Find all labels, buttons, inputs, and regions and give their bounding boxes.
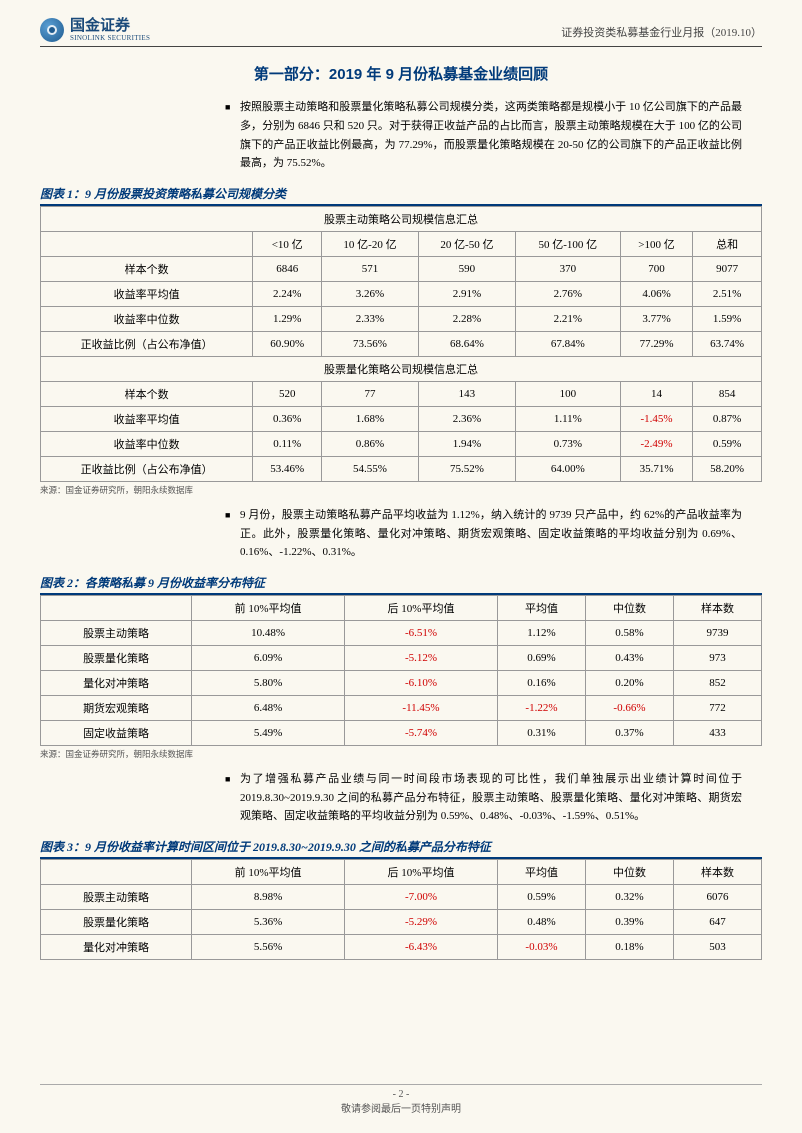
table-row: 正收益比例（占公布净值）53.46%54.55%75.52%64.00%35.7… [41,456,762,481]
table1-group1-title: 股票主动策略公司规模信息汇总 [41,206,762,231]
bullet-paragraph-3: 为了增强私募产品业绩与同一时间段市场表现的可比性，我们单独展示出业绩计算时间位于… [40,770,762,826]
table-row: 样本个数5207714310014854 [41,381,762,406]
document-title: 证券投资类私募基金行业月报（2019.10） [561,24,762,40]
page-footer: - 2 - 敬请参阅最后一页特别声明 [0,1084,802,1115]
footer-disclaimer: 敬请参阅最后一页特别声明 [0,1100,802,1115]
table-3: 前 10%平均值 后 10%平均值 平均值 中位数 样本数 股票主动策略8.98… [40,859,762,960]
page-number: - 2 - [0,1089,802,1100]
table-row: 期货宏观策略6.48%-11.45%-1.22%-0.66%772 [41,696,762,721]
table-row: 收益率中位数0.11%0.86%1.94%0.73%-2.49%0.59% [41,431,762,456]
table-row: 收益率平均值0.36%1.68%2.36%1.11%-1.45%0.87% [41,406,762,431]
chart2-title: 图表 2：各策略私募 9 月份收益率分布特征 [40,574,762,595]
logo-text: 国金证券 SINOLINK SECURITIES [70,18,150,42]
page-header: 国金证券 SINOLINK SECURITIES 证券投资类私募基金行业月报（2… [40,18,762,42]
table-row: 样本个数68465715903707009077 [41,256,762,281]
table-row: 收益率平均值2.24%3.26%2.91%2.76%4.06%2.51% [41,281,762,306]
logo-cn: 国金证券 [70,18,150,35]
table-row: 固定收益策略5.49%-5.74%0.31%0.37%433 [41,721,762,746]
bullet-paragraph-1: 按照股票主动策略和股票量化策略私募公司规模分类，这两类策略都是规模小于 10 亿… [40,98,762,173]
chart1-title: 图表 1：9 月份股票投资策略私募公司规模分类 [40,185,762,206]
table-row: 量化对冲策略5.56%-6.43%-0.03%0.18%503 [41,935,762,960]
table-row: 股票主动策略10.48%-6.51%1.12%0.58%9739 [41,621,762,646]
table-row: 股票量化策略6.09%-5.12%0.69%0.43%973 [41,646,762,671]
table-2: 前 10%平均值 后 10%平均值 平均值 中位数 样本数 股票主动策略10.4… [40,595,762,746]
logo-en: SINOLINK SECURITIES [70,35,150,43]
table3-col-header: 前 10%平均值 后 10%平均值 平均值 中位数 样本数 [41,860,762,885]
logo: 国金证券 SINOLINK SECURITIES [40,18,150,42]
header-divider [40,46,762,47]
table-1: 股票主动策略公司规模信息汇总 <10 亿 10 亿-20 亿 20 亿-50 亿… [40,206,762,482]
table2-col-header: 前 10%平均值 后 10%平均值 平均值 中位数 样本数 [41,596,762,621]
table1-source: 来源：国金证券研究所，朝阳永续数据库 [40,484,762,496]
bullet-paragraph-2: 9 月份，股票主动策略私募产品平均收益为 1.12%，纳入统计的 9739 只产… [40,506,762,562]
table-row: 正收益比例（占公布净值）60.90%73.56%68.64%67.84%77.2… [41,331,762,356]
table-row: 股票量化策略5.36%-5.29%0.48%0.39%647 [41,910,762,935]
table2-source: 来源：国金证券研究所，朝阳永续数据库 [40,748,762,760]
table-row: 股票主动策略8.98%-7.00%0.59%0.32%6076 [41,885,762,910]
chart3-title: 图表 3：9 月份收益率计算时间区间位于 2019.8.30~2019.9.30… [40,838,762,859]
table-row: 量化对冲策略5.80%-6.10%0.16%0.20%852 [41,671,762,696]
logo-icon [40,18,64,42]
table1-group2-title: 股票量化策略公司规模信息汇总 [41,356,762,381]
section-title: 第一部分：2019 年 9 月份私募基金业绩回顾 [40,63,762,84]
table-row: 收益率中位数1.29%2.33%2.28%2.21%3.77%1.59% [41,306,762,331]
table1-col-header: <10 亿 10 亿-20 亿 20 亿-50 亿 50 亿-100 亿 >10… [41,231,762,256]
